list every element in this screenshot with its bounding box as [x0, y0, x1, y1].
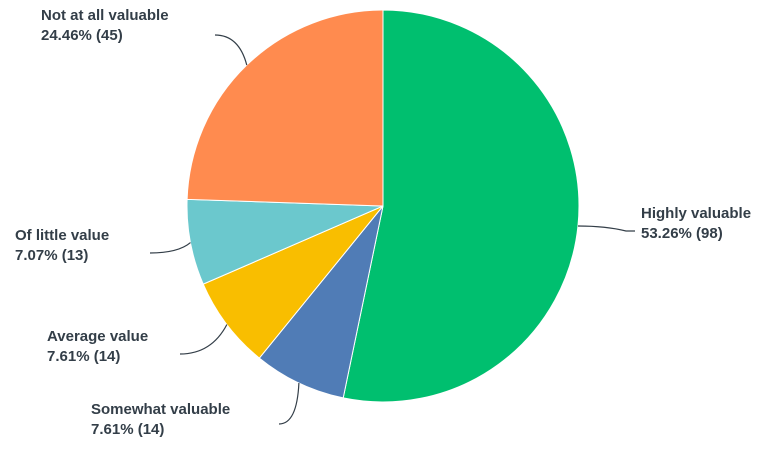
- slice-label-average-value: Average value: [47, 328, 148, 345]
- leader-line-of-little-value: [149, 242, 191, 254]
- pie-labels: Highly valuable 53.26% (98) Somewhat valua…: [15, 7, 751, 438]
- pie-slice-somewhat-valuable: [258, 205, 384, 399]
- slice-value-not-at-all-valuable: 24.46% (45): [41, 27, 123, 44]
- leader-line-average-value: [179, 324, 228, 355]
- slice-value-highly-valuable: 53.26% (98): [641, 225, 723, 242]
- slice-value-somewhat-valuable: 7.61% (14): [91, 421, 164, 438]
- pie-slice-highly-valuable: [342, 9, 580, 403]
- leader-line-somewhat-valuable: [278, 382, 300, 425]
- slice-label-somewhat-valuable: Somewhat valuable: [91, 401, 230, 418]
- slice-label-not-at-all-valuable: Not at all valuable: [41, 7, 169, 24]
- pie-slice-average-value: [202, 205, 384, 359]
- leader-line-not-at-all-valuable: [214, 34, 248, 66]
- pie-slice-not-at-all-valuable: [186, 9, 384, 207]
- slice-value-of-little-value: 7.07% (13): [15, 247, 88, 264]
- slice-value-average-value: 7.61% (14): [47, 348, 120, 365]
- slice-label-of-little-value: Of little value: [15, 227, 109, 244]
- leader-line-highly-valuable: [577, 225, 635, 232]
- pie-slices: [186, 9, 580, 403]
- slice-label-highly-valuable: Highly valuable: [641, 205, 751, 222]
